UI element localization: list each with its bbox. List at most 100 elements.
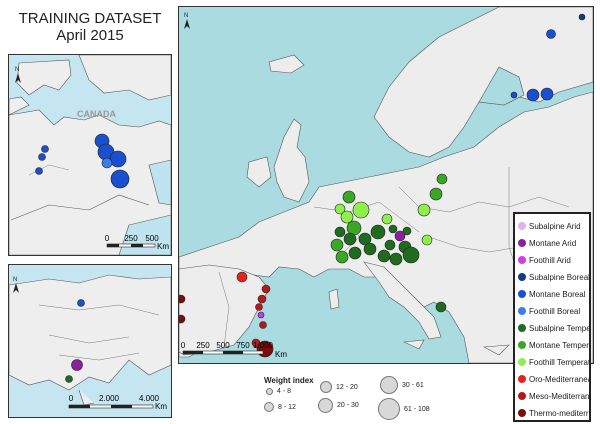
asia-scale-tick-2: 4.000 <box>139 394 160 403</box>
asia-scale-unit: Km <box>155 402 167 411</box>
legend-item: Thermo-mediterranean <box>518 403 591 423</box>
asia-inset-map[interactable]: N 0 2.000 4.000 Km <box>8 264 172 418</box>
asia-site-temperate <box>65 375 73 383</box>
legend-label: Oro-Mediterranean <box>529 374 591 384</box>
legend-item: Foothill Arid <box>518 250 591 270</box>
legend-swatch-icon <box>518 341 526 349</box>
legend-item: Oro-Mediterranean <box>518 369 591 389</box>
asia-scale-tick-1: 2.000 <box>99 394 120 403</box>
europe-site-boreal-4 <box>540 87 554 101</box>
legend-item: Foothill Boreal <box>518 301 591 321</box>
legend-label: Foothill Arid <box>529 255 571 265</box>
legend-item: Montane Temperate <box>518 335 591 355</box>
weight-circle-icon <box>320 381 332 393</box>
canada-site-4 <box>101 157 113 169</box>
canada-scale-tick-0: 0 <box>105 234 110 243</box>
europe-site-temperate-3 <box>342 190 356 204</box>
europe-site-temperate-6 <box>340 210 354 224</box>
canada-inset-map[interactable]: N CANADA 0 250 500 Km <box>8 54 172 256</box>
north-arrow-label: N <box>15 67 19 73</box>
europe-site-temperate-2 <box>429 187 443 201</box>
legend-swatch-icon <box>518 358 526 366</box>
europe-site-temperate-24 <box>421 234 433 246</box>
legend-swatch-icon <box>518 375 526 383</box>
europe-site-temperate-18 <box>384 239 396 251</box>
europe-scale-tick-0: 0 <box>181 341 186 350</box>
europe-site-temperate-1 <box>436 173 448 185</box>
europe-site-med-2 <box>261 284 271 294</box>
legend-label: Montane Boreal <box>529 289 586 299</box>
legend-label: Subalpine Boreal <box>529 272 590 282</box>
canada-scale-tick-1: 250 <box>124 234 138 243</box>
europe-site-temperate-16 <box>330 238 344 252</box>
legend-swatch-icon <box>518 307 526 315</box>
europe-site-temperate-15 <box>343 232 357 246</box>
weight-class-5: 30 - 61 <box>380 376 424 394</box>
map-title: TRAINING DATASET April 2015 <box>10 10 170 44</box>
legend-label: Foothill Boreal <box>529 306 581 316</box>
legend-label: Subalpine Arid <box>529 221 581 231</box>
europe-site-temperate-21 <box>335 250 349 264</box>
asia-north-arrow-icon <box>13 283 19 293</box>
europe-site-boreal-3 <box>526 88 540 102</box>
legend-item: Subalpine Boreal <box>518 267 591 287</box>
title-line-2: April 2015 <box>56 27 124 44</box>
europe-scale-tick-2: 500 <box>216 341 230 350</box>
europe-site-temperate-25 <box>402 246 420 264</box>
legend-item: Subalpine Temperate <box>518 318 591 338</box>
legend-item: Meso-Mediterranean <box>518 386 591 406</box>
legend-swatch-icon <box>518 222 526 230</box>
weight-class-6: 61 - 108 <box>378 398 430 420</box>
europe-site-temperate-23 <box>389 252 403 266</box>
europe-main-map[interactable]: N <box>178 6 594 364</box>
canada-site-8 <box>35 167 43 175</box>
weight-class-4: 20 - 30 <box>318 398 359 413</box>
legend-swatch-icon <box>518 392 526 400</box>
weight-circle-icon <box>318 398 333 413</box>
canada-scale-tick-2: 500 <box>145 234 159 243</box>
legend-swatch-icon <box>518 256 526 264</box>
legend-swatch-icon <box>518 290 526 298</box>
europe-scale-unit: Km <box>275 350 287 359</box>
europe-site-med-10 <box>179 314 186 324</box>
europe-scale-tick-1: 250 <box>196 341 210 350</box>
europe-scale-tick-3: 750 <box>236 341 250 350</box>
legend-label: Montane Arid <box>529 238 577 248</box>
legend-label: Thermo-mediterranean <box>529 408 591 418</box>
europe-site-temperate-12 <box>402 226 412 236</box>
europe-site-med-5 <box>257 311 265 319</box>
legend-swatch-icon <box>518 324 526 332</box>
europe-site-temperate-9 <box>381 213 393 225</box>
legend-item: Subalpine Arid <box>518 216 591 236</box>
europe-site-temperate-13 <box>370 224 386 240</box>
legend-label: Montane Temperate <box>529 340 591 350</box>
europe-site-temperate-20 <box>348 246 362 260</box>
canada-site-5 <box>110 169 130 189</box>
legend-label: Meso-Mediterranean <box>529 391 591 401</box>
canada-site-3 <box>109 150 127 168</box>
legend-label: Foothill Temperate <box>529 357 591 367</box>
europe-site-temperate-14 <box>358 232 372 246</box>
title-line-1: TRAINING DATASET <box>18 10 162 27</box>
weight-circle-icon <box>380 376 398 394</box>
weight-class-3: 12 - 20 <box>320 381 358 393</box>
europe-site-boreal-1 <box>578 13 586 21</box>
europe-site-med-3 <box>257 294 267 304</box>
legend-label: Subalpine Temperate <box>529 323 591 333</box>
asia-site-arid <box>71 359 83 371</box>
europe-site-med-1 <box>236 271 248 283</box>
canada-site-6 <box>41 145 49 153</box>
weight-class-2: 8 - 12 <box>264 402 296 412</box>
zone-legend: Subalpine Arid Montane Arid Foothill Arid S… <box>513 212 591 422</box>
europe-site-boreal-2 <box>546 29 556 39</box>
europe-site-arid-1 <box>394 230 406 242</box>
europe-site-med-4 <box>255 303 263 311</box>
canada-site-7 <box>38 153 46 161</box>
legend-swatch-icon <box>518 273 526 281</box>
europe-site-temperate-4 <box>334 203 346 215</box>
asia-site-boreal <box>77 299 85 307</box>
europe-scale-tick-4: 1.000 <box>253 341 274 350</box>
legend-swatch-icon <box>518 409 526 417</box>
europe-site-temperate-5 <box>352 201 370 219</box>
europe-site-temperate-17 <box>363 242 377 256</box>
